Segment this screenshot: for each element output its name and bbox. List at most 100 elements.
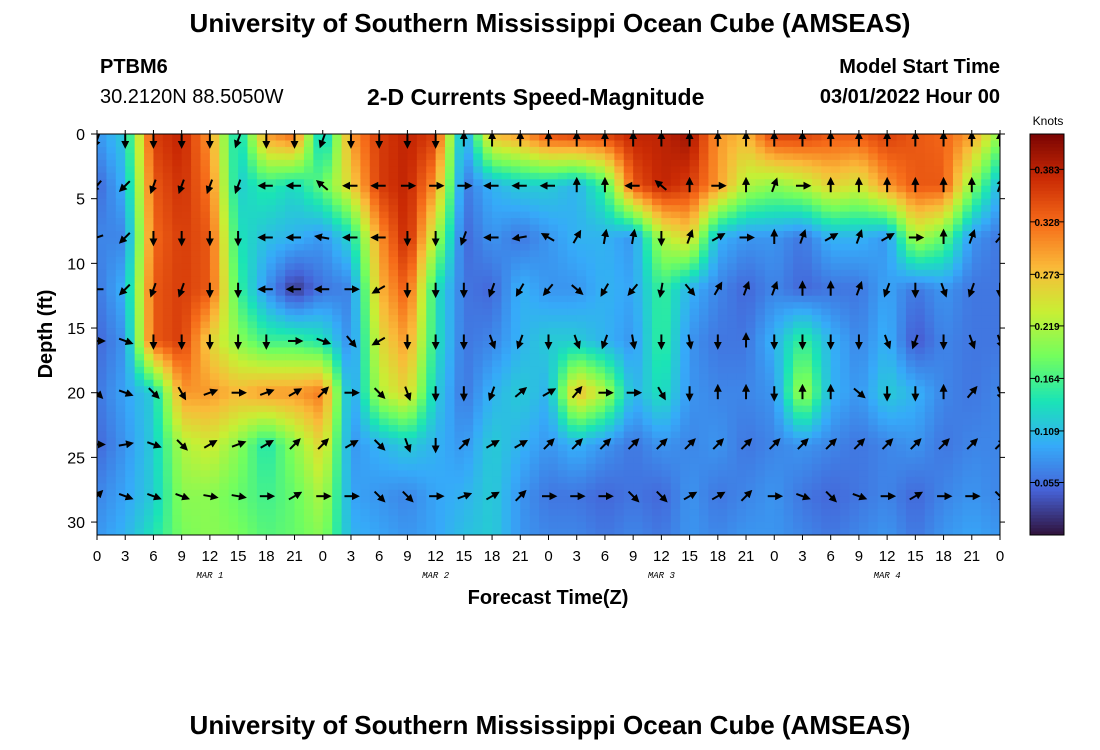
- heatmap-cell: [595, 205, 606, 213]
- heatmap-cell: [294, 146, 305, 155]
- heatmap-cell: [858, 379, 869, 387]
- heatmap-cell: [783, 237, 794, 245]
- heatmap-cell: [416, 321, 427, 329]
- heatmap-cell: [840, 444, 851, 452]
- heatmap-cell: [228, 412, 239, 420]
- heatmap-cell: [915, 172, 926, 180]
- heatmap-cell: [388, 256, 399, 264]
- heatmap-cell: [783, 457, 794, 465]
- heatmap-cell: [943, 315, 954, 323]
- heatmap-cell: [125, 231, 136, 239]
- heatmap-cell: [435, 334, 446, 342]
- heatmap-cell: [454, 392, 465, 400]
- heatmap-cell: [473, 412, 484, 420]
- heatmap-cell: [604, 360, 615, 368]
- heatmap-cell: [717, 386, 728, 394]
- heatmap-cell: [952, 276, 963, 284]
- heatmap-cell: [717, 347, 728, 355]
- heatmap-cell: [727, 444, 738, 452]
- heatmap-cell: [896, 237, 907, 245]
- heatmap-cell: [915, 386, 926, 394]
- heatmap-cell: [586, 231, 597, 239]
- heatmap-cell: [557, 198, 568, 206]
- heatmap-cell: [793, 146, 804, 155]
- heatmap-cell: [482, 218, 493, 226]
- heatmap-cell: [445, 179, 456, 187]
- heatmap-cell: [896, 444, 907, 452]
- heatmap-cell: [275, 425, 286, 433]
- heatmap-cell: [350, 185, 361, 193]
- heatmap-cell: [294, 444, 305, 452]
- heatmap-cell: [172, 353, 183, 361]
- heatmap-cell: [501, 437, 512, 446]
- heatmap-cell: [407, 134, 418, 142]
- heatmap-cell: [256, 412, 267, 420]
- heatmap-cell: [144, 425, 155, 433]
- heatmap-cell: [191, 425, 202, 433]
- heatmap-cell: [482, 250, 493, 258]
- heatmap-cell: [868, 425, 879, 433]
- heatmap-cell: [191, 386, 202, 394]
- heatmap-cell: [661, 366, 672, 374]
- heatmap-cell: [924, 276, 935, 284]
- heatmap-cell: [830, 198, 841, 206]
- heatmap-cell: [266, 172, 277, 180]
- heatmap-cell: [529, 353, 540, 361]
- heatmap-cell: [256, 295, 267, 303]
- heatmap-cell: [529, 340, 540, 349]
- heatmap-cell: [379, 159, 390, 167]
- heatmap-cell: [266, 153, 277, 161]
- heatmap-cell: [510, 269, 521, 277]
- heatmap-cell: [303, 295, 314, 303]
- heatmap-cell: [604, 192, 615, 200]
- heatmap-cell: [661, 444, 672, 452]
- heatmap-cell: [144, 334, 155, 342]
- heatmap-cell: [887, 192, 898, 200]
- heatmap-cell: [868, 211, 879, 219]
- heatmap-cell: [379, 412, 390, 420]
- heatmap-cell: [952, 179, 963, 187]
- heatmap-cell: [915, 353, 926, 361]
- heatmap-cell: [482, 366, 493, 374]
- heatmap-cell: [144, 295, 155, 303]
- heatmap-cell: [736, 386, 747, 394]
- heatmap-cell: [736, 379, 747, 387]
- heatmap-cell: [398, 353, 409, 361]
- heatmap-cell: [416, 166, 427, 174]
- heatmap-cell: [360, 444, 371, 452]
- heatmap-cell: [162, 366, 173, 374]
- heatmap-cell: [256, 315, 267, 323]
- heatmap-cell: [840, 211, 851, 219]
- heatmap-cell: [614, 140, 625, 148]
- heatmap-cell: [247, 146, 258, 155]
- heatmap-cell: [858, 308, 869, 316]
- heatmap-cell: [811, 276, 822, 284]
- heatmap-cell: [463, 315, 474, 323]
- heatmap-cell: [981, 405, 992, 413]
- heatmap-cell: [473, 450, 484, 458]
- heatmap-cell: [971, 373, 982, 381]
- heatmap-cell: [172, 269, 183, 277]
- heatmap-cell: [727, 256, 738, 264]
- heatmap-cell: [877, 263, 888, 271]
- heatmap-cell: [604, 166, 615, 174]
- heatmap-cell: [548, 140, 559, 148]
- heatmap-cell: [548, 353, 559, 361]
- heatmap-cell: [285, 302, 296, 310]
- heatmap-cell: [388, 418, 399, 426]
- heatmap-cell: [633, 159, 644, 167]
- heatmap-cell: [360, 379, 371, 387]
- heatmap-cell: [642, 334, 653, 342]
- heatmap-cell: [350, 179, 361, 187]
- heatmap-cell: [971, 153, 982, 161]
- heatmap-cell: [736, 198, 747, 206]
- heatmap-cell: [181, 457, 192, 465]
- heatmap-cell: [689, 321, 700, 329]
- heatmap-cell: [520, 185, 531, 193]
- heatmap-cell: [887, 425, 898, 433]
- heatmap-cell: [369, 146, 380, 155]
- heatmap-cell: [849, 321, 860, 329]
- heatmap-cell: [473, 269, 484, 277]
- heatmap-cell: [586, 418, 597, 426]
- heatmap-cell: [868, 392, 879, 400]
